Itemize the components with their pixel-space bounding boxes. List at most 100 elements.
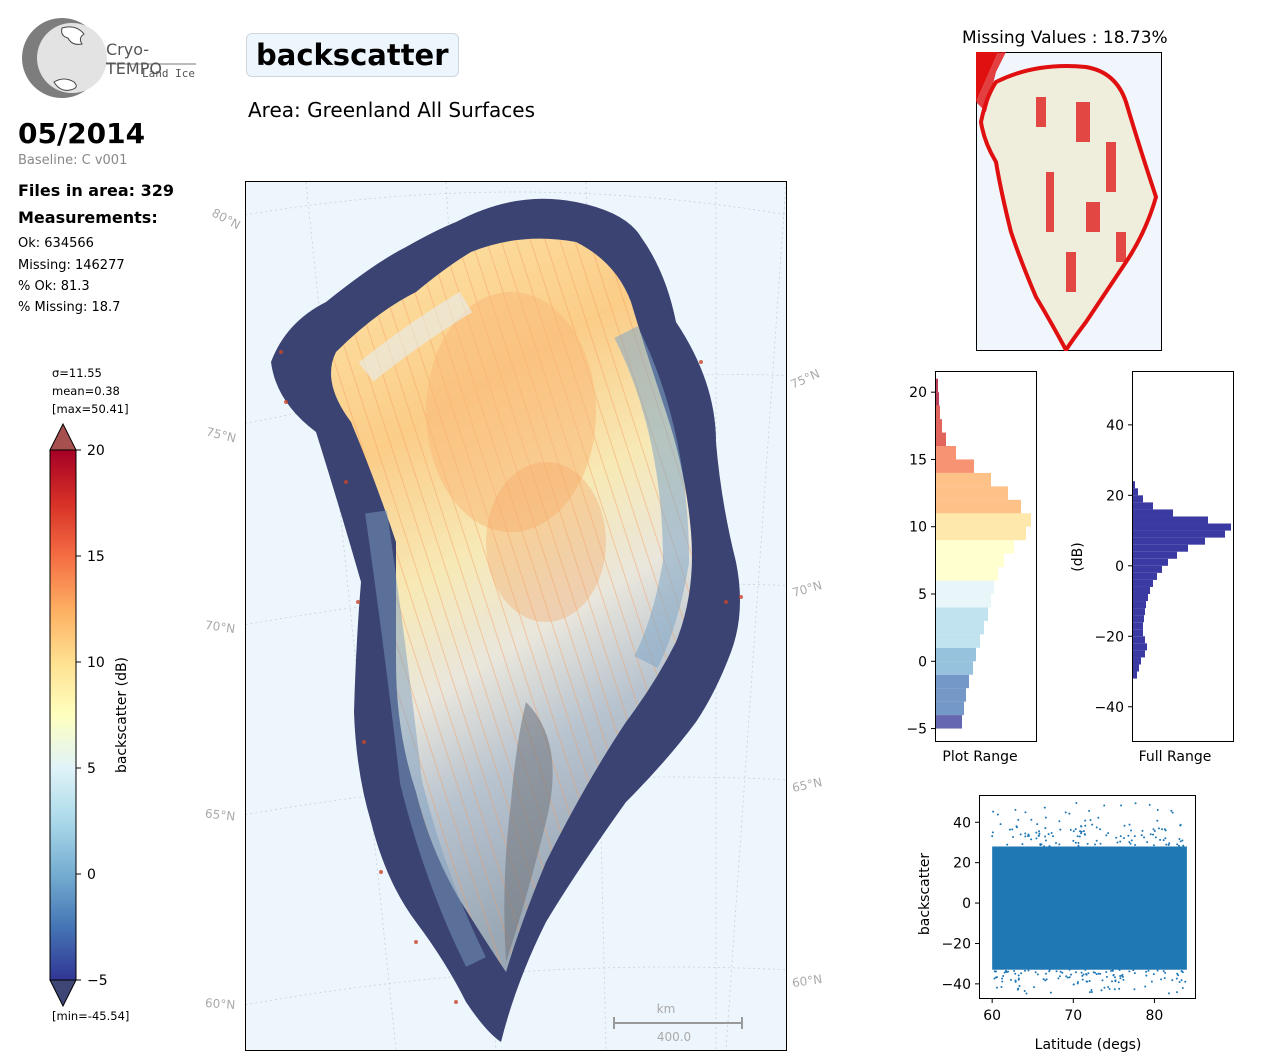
- scatter-point: [1157, 827, 1160, 830]
- histogram-bar: [1133, 579, 1153, 587]
- scatter-point: [1014, 972, 1017, 975]
- histogram-bar: [1133, 671, 1137, 679]
- scatter-point: [1123, 824, 1126, 827]
- logo-globe-icon: [22, 18, 196, 98]
- scatter-point: [1112, 974, 1115, 977]
- scatter-point: [1065, 975, 1068, 978]
- scatter-point: [1095, 973, 1098, 976]
- y-tick-label: 40: [953, 815, 971, 831]
- histogram-bar: [936, 499, 1021, 514]
- stat-ok: Ok: 634566: [18, 236, 94, 251]
- scatter-point: [1095, 826, 1098, 829]
- baseline-label: Baseline: C v001: [18, 153, 128, 168]
- scatter-point: [1025, 992, 1028, 995]
- plot-range-histogram: 20 15 10 5 0 −5 Plot Range: [906, 371, 1037, 765]
- scatter-point: [1113, 988, 1116, 991]
- scatter-point: [1103, 986, 1106, 989]
- histogram-bar: [936, 459, 974, 473]
- scatter-point: [1014, 808, 1017, 811]
- histogram-bar: [1133, 594, 1148, 602]
- map-canvas: km 400.0: [246, 182, 786, 1050]
- scatter-point: [1072, 983, 1075, 986]
- scatter-point: [1118, 968, 1121, 971]
- scatter-point: [1087, 972, 1090, 975]
- missing-values-map: [976, 52, 1162, 351]
- scatter-point: [1044, 972, 1047, 975]
- scatter-point: [1002, 975, 1005, 978]
- colorbar-sigma: σ=11.55: [52, 366, 102, 380]
- y-tick-label: 15: [909, 452, 927, 468]
- histogram-bar: [1133, 509, 1173, 517]
- scatter-point: [1176, 991, 1179, 994]
- histogram-bar: [936, 526, 1026, 541]
- y-tick-label: −40: [941, 977, 971, 993]
- scatter-point: [1114, 980, 1117, 983]
- scatter-point: [1050, 831, 1053, 834]
- scatter-point: [1024, 835, 1027, 838]
- scatter-point: [1030, 818, 1033, 821]
- colorbar-tick-label: 10: [87, 655, 105, 671]
- scatter-point: [1164, 837, 1167, 840]
- scatter-point: [1152, 973, 1155, 976]
- scatter-point: [1038, 830, 1041, 833]
- scatter-band: [992, 846, 1187, 970]
- scatter-point: [1092, 971, 1095, 974]
- colorbar-max: [max=50.41]: [52, 402, 129, 416]
- scatter-point: [1099, 972, 1102, 975]
- scatter-point: [1105, 975, 1108, 978]
- histogram-bar: [1133, 650, 1145, 658]
- scatter-point: [1097, 816, 1100, 819]
- scatter-point: [1077, 844, 1080, 847]
- scatter-point: [1030, 838, 1033, 841]
- histogram-bar: [936, 432, 946, 446]
- histogram-bar: [1133, 488, 1138, 496]
- scatter-point: [1008, 828, 1011, 831]
- colorbar-gradient: [49, 449, 77, 981]
- histogram-bar: [936, 715, 962, 729]
- scatter-point: [1014, 979, 1017, 982]
- scatter-point: [1115, 836, 1118, 839]
- scale-bar-unit: km: [657, 1002, 676, 1016]
- scatter-point: [1176, 843, 1179, 846]
- scatter-point: [1001, 980, 1004, 983]
- histogram-bar: [1133, 664, 1139, 672]
- scatter-point: [1133, 835, 1136, 838]
- scatter-point: [1024, 811, 1027, 814]
- scatter-point: [1055, 970, 1058, 973]
- y-tick-label: 20: [953, 856, 971, 872]
- area-label: Area: Greenland All Surfaces: [248, 98, 535, 122]
- scatter-point: [1038, 832, 1041, 835]
- y-tick-label: −40: [1094, 700, 1124, 716]
- y-tick-label: 0: [918, 654, 927, 670]
- histogram-bar: [1133, 523, 1231, 531]
- colorbar-extend-max: [49, 422, 77, 451]
- scatter-point: [1144, 985, 1147, 988]
- scatter-point: [1093, 843, 1096, 846]
- scatter-point: [1090, 989, 1093, 992]
- scatter-point: [1001, 977, 1004, 980]
- scatter-point: [1017, 974, 1020, 977]
- scatter-point: [1082, 830, 1085, 833]
- scatter-xlabel: Latitude (degs): [1035, 1037, 1142, 1053]
- lat-label-80n: 80°N: [209, 205, 243, 233]
- scatter-point: [1152, 833, 1155, 836]
- scatter-point: [1167, 843, 1170, 846]
- scatter-point: [1084, 968, 1087, 971]
- scatter-point: [1119, 835, 1122, 838]
- stat-pct-missing: % Missing: 18.7: [18, 300, 121, 315]
- histogram-bar: [936, 553, 1004, 568]
- plot-range-label: Plot Range: [942, 749, 1017, 765]
- backscatter-map: km 400.0: [245, 181, 787, 1051]
- colorbar-tick-label: 0: [87, 867, 96, 883]
- scatter-point: [1110, 980, 1113, 983]
- edge-speckles: [279, 350, 743, 1004]
- scatter-point: [1107, 985, 1110, 988]
- scatter-point: [1027, 833, 1030, 836]
- scatter-point: [1084, 824, 1087, 827]
- scatter-point: [1086, 842, 1089, 845]
- scatter-point: [1179, 823, 1182, 826]
- scatter-point: [1011, 828, 1014, 831]
- cryo-tempo-logo: Cryo-TEMPO Land Ice: [18, 16, 198, 100]
- scatter-point: [1161, 828, 1164, 831]
- scatter-point: [1085, 980, 1088, 983]
